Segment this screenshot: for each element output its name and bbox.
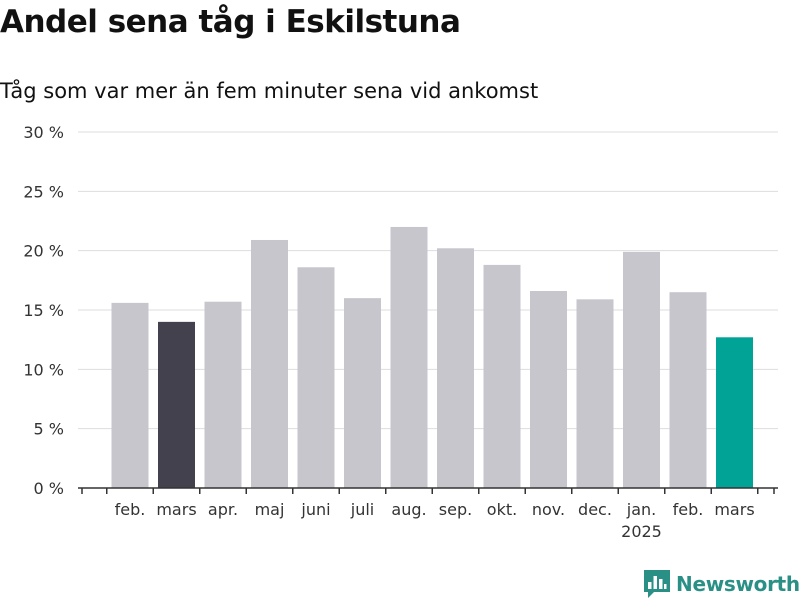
bar-2 [204,301,242,488]
bar-10 [576,299,614,488]
x-year-label: 2025 [621,522,662,541]
bar-9 [530,291,567,488]
x-tick-label: apr. [208,500,238,519]
bar-6 [390,226,428,488]
bar-4 [297,267,335,488]
chart-title: Andel sena tåg i Eskilstuna [0,4,461,40]
newsworthy-logo-icon [644,570,670,598]
x-tick-label: feb. [673,500,704,519]
chart-subtitle: Tåg som var mer än fem minuter sena vid … [0,79,539,103]
x-tick-label: sep. [439,500,472,519]
x-tick-label: okt. [487,500,517,519]
bar-chart: 0 % 5 % 10 % 15 % 20 % 25 % 30 % feb. mars apr. m… [23,123,778,541]
bar-0 [111,302,149,488]
bar-13 [716,337,753,488]
y-tick-label: 5 % [34,420,64,439]
brand-logo: Newsworthy [644,570,800,598]
x-tick-label: dec. [578,500,612,519]
bar-3 [251,239,288,488]
x-tick-label: juli [350,500,374,519]
x-axis [78,487,778,494]
x-tick-label: mars [156,500,196,519]
y-tick-label: 20 % [23,242,64,261]
bars [111,226,753,488]
y-tick-label: 10 % [23,360,64,379]
bar-8 [483,264,521,488]
x-tick-label: maj [255,500,285,519]
y-tick-label: 15 % [23,301,64,320]
bar-11 [623,251,660,488]
y-tick-label: 25 % [23,182,64,201]
y-tick-label: 30 % [23,123,64,142]
x-tick-label: jan. [626,500,656,519]
x-tick-label: nov. [532,500,565,519]
bar-12 [669,292,707,488]
bar-5 [344,298,381,488]
x-tick-labels: feb. mars apr. maj juni juli aug. sep. okt. nov. d… [115,500,755,541]
bar-1 [158,321,195,488]
y-tick-label: 0 % [34,479,64,498]
x-tick-label: feb. [115,500,146,519]
brand-name: Newsworthy [676,572,800,596]
x-tick-label: mars [714,500,754,519]
bar-7 [437,248,474,488]
y-tick-labels: 0 % 5 % 10 % 15 % 20 % 25 % 30 % [23,123,64,498]
x-tick-label: aug. [391,500,426,519]
x-tick-label: juni [300,500,330,519]
